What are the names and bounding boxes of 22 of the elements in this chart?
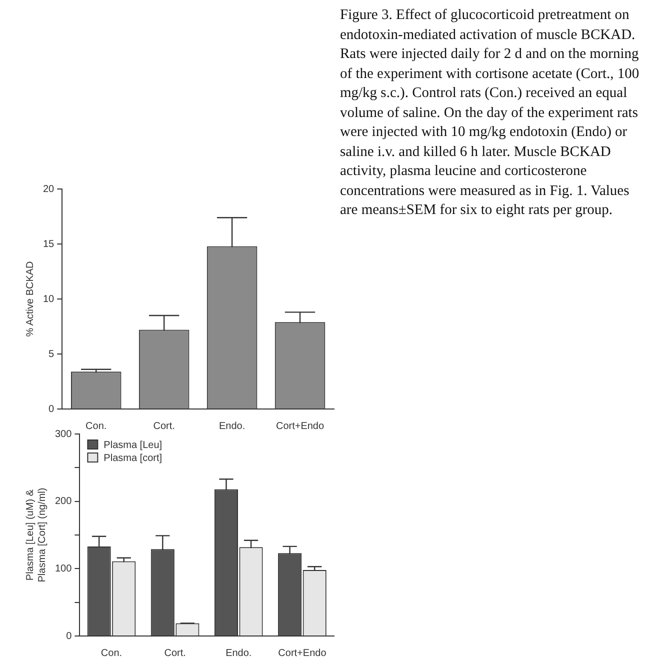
y-tick-label: 200 [54,496,72,508]
x-tick-label: Con. [86,420,107,432]
x-tick-label: Cort+Endo [278,648,327,659]
x-tick-label: Cort+Endo [276,420,324,432]
y-tick-label: 10 [43,294,55,305]
y-tick-label: 0 [66,630,72,642]
y-axis-title: % Active BCKAD [24,261,36,337]
y-tick-label: 5 [48,348,55,360]
x-tick-label: Con. [100,648,122,659]
legend-label: Plasma [cort] [104,452,162,464]
x-tick-label: Endo. [226,648,252,659]
y-tick-label: 15 [43,238,55,250]
x-tick-label: Cort. [153,420,175,432]
y-tick-label: 100 [54,563,72,574]
x-tick-label: Cort. [164,648,186,659]
y-axis-title: Plasma [Leu] (uM) & Plasma [Cort] (ng/ml) [24,488,48,582]
x-tick-label: Endo. [218,420,246,432]
text: Figure 3. Effect of glucocorticoid pretreatment on endotoxin-mediated activation of muscle BCKAD. Rats were injected daily for 2 d and on the morning of the experiment with cortisone acetate (Cort., 100 mg/kg s.c.). Control rats (Con.) received an equal volume of saline. On the day of the experiment rats were injected with 10 mg/kg endotoxin (Endo) or saline i.v. and killed 6 h later. Muscle BCKAD activity, plasma leucine and corticosterone concentrations were measured as in Fig. 1. Values are means±SEM for six to eight rats per group. [340,7,640,218]
legend-label: Plasma [Leu] [104,440,162,451]
y-tick-label: 20 [43,184,55,195]
y-tick-label: 0 [48,404,55,415]
y-tick-label: 300 [54,428,72,440]
